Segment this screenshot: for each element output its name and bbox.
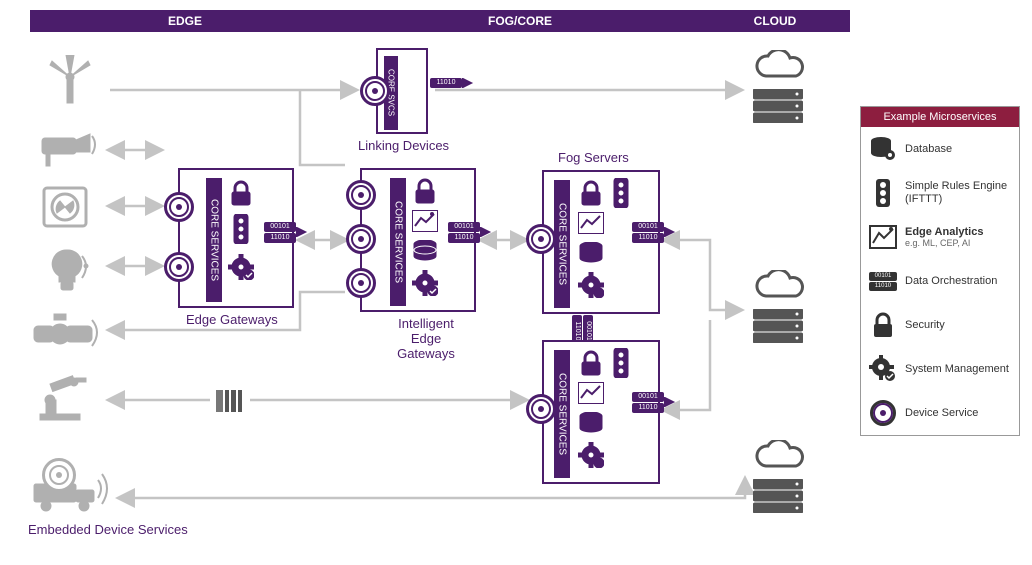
- device-service-icon: [346, 224, 376, 254]
- analytics-icon: [578, 212, 604, 234]
- device-service-icon: [526, 394, 556, 424]
- device-service-icon: [346, 268, 376, 298]
- database-icon: [578, 412, 604, 434]
- lock-icon: [230, 180, 252, 206]
- gear-icon: [228, 254, 254, 280]
- core-services-strip: CORE SERVICES: [390, 178, 406, 306]
- device-service-icon: [346, 180, 376, 210]
- robot-arm-icon: [36, 374, 96, 424]
- device-service-icon: [360, 76, 390, 106]
- legend-label: Edge Analytics e.g. ML, CEP, AI: [905, 226, 983, 249]
- lock-icon: [580, 180, 602, 206]
- data-orch-icon: 00101 11010: [869, 267, 897, 295]
- traffic-light-icon: [869, 179, 897, 207]
- core-services-strip: CORE SERVICES: [206, 178, 222, 302]
- linking-devices-label: Linking Devices: [358, 138, 449, 153]
- traffic-light-icon: [610, 348, 632, 378]
- cloud-stack-3: [748, 440, 808, 518]
- header-edge: EDGE: [30, 10, 340, 32]
- gear-icon: [578, 272, 604, 298]
- mini-rack-icon: [216, 390, 242, 412]
- legend-label: Security: [905, 319, 945, 332]
- legend-item-analytics: Edge Analytics e.g. ML, CEP, AI: [861, 215, 1019, 259]
- legend-item-orch: 00101 11010 Data Orchestration: [861, 259, 1019, 303]
- lock-icon: [869, 311, 897, 339]
- analytics-icon: [412, 210, 438, 232]
- header-fog: FOG/CORE: [340, 10, 700, 32]
- core-services-strip: CORE SERVICES: [554, 350, 570, 478]
- data-orch-icon: 00101 11010: [632, 222, 664, 244]
- edge-gateways-label: Edge Gateways: [186, 312, 278, 327]
- core-services-strip: CORE SERVICES: [554, 180, 570, 308]
- database-icon: [412, 240, 438, 262]
- device-service-icon: [164, 192, 194, 222]
- legend-label: Data Orchestration: [905, 275, 997, 288]
- legend-label: Device Service: [905, 407, 978, 420]
- database-icon: [578, 242, 604, 264]
- fan-unit-icon: [42, 186, 92, 230]
- data-orch-icon: 11010: [430, 78, 462, 89]
- gear-icon: [869, 355, 897, 383]
- wind-turbine-icon: [40, 55, 100, 105]
- legend-item-sysmgmt: System Management: [861, 347, 1019, 391]
- intelligent-edge-label: Intelligent Edge Gateways: [386, 316, 466, 361]
- analytics-icon: [869, 223, 897, 251]
- lock-icon: [580, 350, 602, 376]
- legend-label: Simple Rules Engine (IFTTT): [905, 180, 1011, 205]
- legend-item-database: Database: [861, 127, 1019, 171]
- gear-icon: [578, 442, 604, 468]
- valve-icon: [30, 310, 100, 356]
- fog-servers-label: Fog Servers: [558, 150, 629, 165]
- cloud-stack-2: [748, 270, 808, 348]
- device-service-icon: [526, 224, 556, 254]
- legend-label: System Management: [905, 363, 1009, 376]
- camera-icon: [38, 130, 98, 170]
- database-icon: [869, 135, 897, 163]
- device-service-icon: [869, 399, 897, 427]
- bulb-icon: [42, 246, 92, 296]
- header-bar: EDGE FOG/CORE CLOUD: [30, 10, 850, 32]
- data-orch-icon: 00101 11010: [264, 222, 296, 244]
- device-service-icon: [164, 252, 194, 282]
- legend-item-rules: Simple Rules Engine (IFTTT): [861, 171, 1019, 215]
- analytics-icon: [578, 382, 604, 404]
- legend-item-device-service: Device Service: [861, 391, 1019, 435]
- traffic-light-icon: [610, 178, 632, 208]
- embedded-label: Embedded Device Services: [28, 522, 188, 537]
- legend-item-security: Security: [861, 303, 1019, 347]
- data-orch-icon: 00101 11010: [632, 392, 664, 414]
- data-orch-icon: 00101 11010: [448, 222, 480, 244]
- header-cloud: CLOUD: [700, 10, 850, 32]
- gear-icon: [412, 270, 438, 296]
- cloud-stack-1: [748, 50, 808, 128]
- device-service-icon: [42, 458, 76, 492]
- legend-title: Example Microservices: [861, 107, 1019, 127]
- traffic-light-icon: [230, 214, 252, 244]
- legend-panel: Example Microservices Database Simple Ru…: [860, 106, 1020, 436]
- lock-icon: [414, 178, 436, 204]
- legend-label: Database: [905, 143, 952, 156]
